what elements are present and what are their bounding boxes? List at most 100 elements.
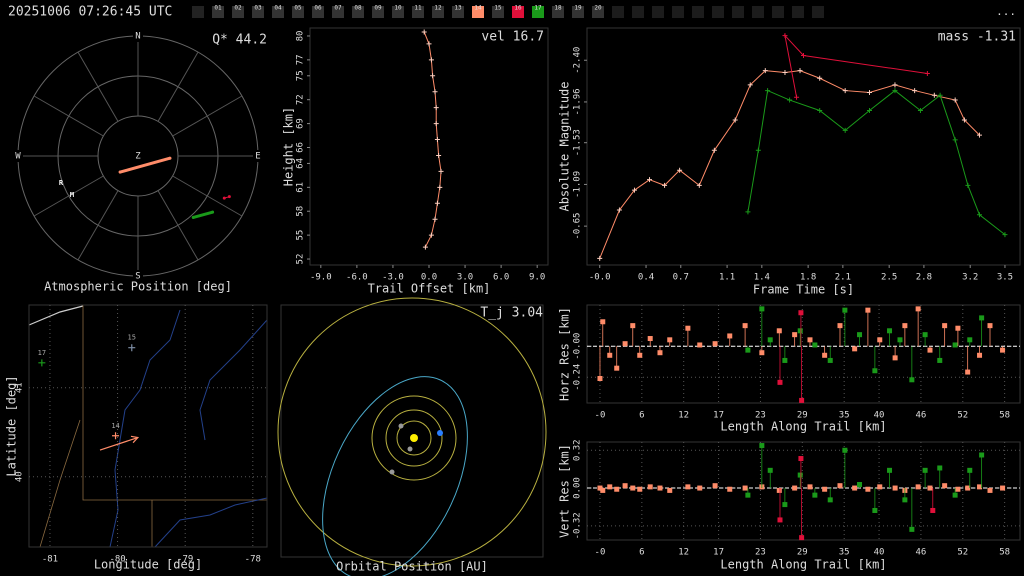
point: [782, 502, 788, 508]
point: [872, 368, 878, 374]
station-box[interactable]: [552, 6, 564, 18]
point: [909, 377, 915, 383]
station-box: [192, 6, 204, 18]
y-tick-label: 0.32: [573, 439, 583, 461]
point: [977, 352, 983, 358]
series-line: [599, 70, 980, 259]
point: [801, 52, 806, 58]
point: [927, 347, 933, 353]
station-box: [812, 6, 824, 18]
x-tick-label: 3.2: [962, 273, 978, 283]
series-line: [784, 33, 928, 98]
station-label: 18: [554, 5, 562, 12]
spoke: [157, 51, 199, 122]
direction-label: N: [135, 32, 140, 42]
point: [852, 346, 858, 352]
x-axis-label: Length Along Trail [km]: [720, 558, 886, 572]
timestamp: 20251006 07:26:45 UTC: [8, 5, 172, 20]
point: [961, 117, 967, 123]
station-box[interactable]: [232, 6, 244, 18]
y-tick-label: -1.96: [573, 88, 583, 115]
point: [421, 29, 427, 35]
point: [1000, 485, 1006, 491]
station-box[interactable]: [572, 6, 584, 18]
y-tick-label: 58: [296, 206, 306, 217]
station-box[interactable]: [252, 6, 264, 18]
station-box[interactable]: [492, 6, 504, 18]
station-box[interactable]: [452, 6, 464, 18]
x-axis-label: Longitude [deg]: [94, 558, 202, 572]
x-tick-label: -0: [595, 411, 606, 421]
point: [777, 379, 783, 385]
x-axis-label: Length Along Trail [km]: [720, 420, 886, 434]
point: [902, 497, 908, 503]
y-axis-label: Horz Res [km]: [558, 307, 572, 401]
point: [827, 357, 833, 363]
x-tick-label: 12: [678, 548, 689, 558]
station-box[interactable]: [432, 6, 444, 18]
x-tick-label: 1.4: [754, 273, 770, 283]
y-tick-label: 72: [296, 94, 306, 105]
point: [662, 182, 668, 188]
station-box[interactable]: [352, 6, 364, 18]
station-box[interactable]: [472, 6, 484, 18]
point: [765, 88, 771, 94]
label-bg: [133, 30, 143, 42]
point: [877, 484, 883, 490]
point: [1000, 347, 1006, 353]
station-box[interactable]: [392, 6, 404, 18]
point: [827, 497, 833, 503]
x-tick-label: 0.0: [421, 273, 437, 283]
station-box[interactable]: [312, 6, 324, 18]
point: [965, 182, 971, 188]
point: [807, 337, 813, 343]
station-box[interactable]: [532, 6, 544, 18]
station-box[interactable]: [272, 6, 284, 18]
y-tick-label: 41: [15, 382, 25, 393]
point: [712, 341, 718, 347]
station-box[interactable]: [412, 6, 424, 18]
station-label: 19: [574, 5, 582, 12]
y-tick-label: 64: [296, 158, 306, 169]
x-tick-label: 0.7: [673, 273, 689, 283]
chart-title: Orbital Position [AU]: [336, 560, 488, 574]
station-box[interactable]: [292, 6, 304, 18]
y-tick-label: 69: [296, 118, 306, 129]
point: [807, 484, 813, 490]
y-tick-label: -0.32: [573, 512, 583, 539]
point: [776, 487, 782, 493]
point: [438, 168, 444, 174]
point: [745, 492, 751, 498]
marker-label: R: [59, 179, 64, 187]
point: [777, 517, 783, 523]
point: [637, 486, 643, 492]
point: [937, 357, 943, 363]
station-label: 04: [274, 5, 282, 12]
point: [787, 97, 793, 103]
point: [952, 97, 958, 103]
station-box[interactable]: [212, 6, 224, 18]
station-box[interactable]: [332, 6, 344, 18]
trail-point: [211, 210, 215, 214]
x-tick-label: -0.0: [589, 273, 611, 283]
station-box[interactable]: [592, 6, 604, 18]
x-tick-label: 9.0: [529, 273, 545, 283]
point: [1002, 232, 1008, 238]
point: [976, 132, 982, 138]
point: [955, 486, 961, 492]
point: [797, 328, 803, 334]
point: [952, 342, 958, 348]
point: [952, 137, 958, 143]
point: [987, 323, 993, 329]
menu[interactable]: ...: [996, 5, 1016, 18]
point: [432, 89, 438, 95]
y-tick-label: 77: [296, 54, 306, 65]
trail-point: [191, 215, 195, 219]
point: [742, 485, 748, 491]
x-tick-label: 23: [755, 548, 766, 558]
station-box[interactable]: [372, 6, 384, 18]
point: [794, 94, 800, 100]
point: [837, 323, 843, 329]
x-tick-label: -3.0: [382, 273, 404, 283]
station-box[interactable]: [512, 6, 524, 18]
